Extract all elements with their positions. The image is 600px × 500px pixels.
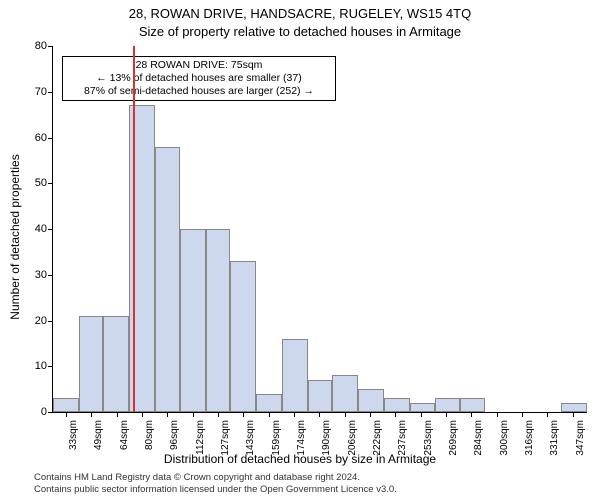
x-tick (142, 412, 143, 417)
histogram-bar (155, 147, 181, 412)
annotation-box: 28 ROWAN DRIVE: 75sqm ← 13% of detached … (62, 56, 336, 101)
histogram-bar (435, 398, 459, 412)
x-tick (345, 412, 346, 417)
y-tick-label: 40 (23, 223, 47, 235)
x-tick (91, 412, 92, 417)
histogram-bar (256, 394, 282, 412)
histogram-bar (206, 229, 230, 412)
y-tick (48, 183, 53, 184)
x-tick (243, 412, 244, 417)
y-tick-label: 60 (23, 132, 47, 144)
x-tick (573, 412, 574, 417)
histogram-bar (103, 316, 129, 412)
y-tick (48, 138, 53, 139)
histogram-bar (410, 403, 436, 412)
y-tick (48, 412, 53, 413)
y-tick (48, 321, 53, 322)
plot-area: 28 ROWAN DRIVE: 75sqm ← 13% of detached … (52, 46, 587, 413)
histogram-bar (79, 316, 103, 412)
y-tick (48, 366, 53, 367)
y-tick-label: 30 (23, 269, 47, 281)
y-tick-label: 0 (23, 406, 47, 418)
histogram-bar (308, 380, 332, 412)
x-tick (218, 412, 219, 417)
y-axis-label: Number of detached properties (8, 67, 22, 407)
y-tick-label: 70 (23, 86, 47, 98)
annotation-line3: 87% of semi-detached houses are larger (… (69, 85, 329, 98)
footer-line2: Contains public sector information licen… (34, 484, 594, 496)
histogram-bar (358, 389, 384, 412)
x-tick (167, 412, 168, 417)
y-tick (48, 46, 53, 47)
histogram-bar (282, 339, 308, 412)
histogram-bar (460, 398, 486, 412)
x-tick (66, 412, 67, 417)
x-tick (193, 412, 194, 417)
chart-title-line1: 28, ROWAN DRIVE, HANDSACRE, RUGELEY, WS1… (0, 6, 600, 21)
annotation-line2: ← 13% of detached houses are smaller (37… (69, 72, 329, 85)
footer-credits: Contains HM Land Registry data © Crown c… (34, 472, 594, 496)
x-tick (421, 412, 422, 417)
histogram-bar (53, 398, 79, 412)
x-tick (117, 412, 118, 417)
y-tick-label: 10 (23, 360, 47, 372)
x-tick (269, 412, 270, 417)
chart-title-line2: Size of property relative to detached ho… (0, 24, 600, 39)
y-tick-label: 20 (23, 315, 47, 327)
x-axis-label: Distribution of detached houses by size … (0, 452, 600, 466)
histogram-bar (561, 403, 587, 412)
histogram-bar (332, 375, 358, 412)
y-tick (48, 92, 53, 93)
x-tick (547, 412, 548, 417)
y-tick (48, 229, 53, 230)
y-tick-label: 50 (23, 177, 47, 189)
histogram-bar (230, 261, 256, 412)
annotation-line1: 28 ROWAN DRIVE: 75sqm (69, 59, 329, 72)
histogram-bar (180, 229, 206, 412)
histogram-bar (384, 398, 410, 412)
chart-root: 28, ROWAN DRIVE, HANDSACRE, RUGELEY, WS1… (0, 0, 600, 500)
x-tick (319, 412, 320, 417)
x-tick (446, 412, 447, 417)
y-tick-label: 80 (23, 40, 47, 52)
x-tick (522, 412, 523, 417)
x-tick (471, 412, 472, 417)
footer-line1: Contains HM Land Registry data © Crown c… (34, 472, 594, 484)
x-tick (370, 412, 371, 417)
x-tick (294, 412, 295, 417)
x-tick (497, 412, 498, 417)
y-tick (48, 275, 53, 276)
reference-line (133, 46, 135, 412)
x-tick (395, 412, 396, 417)
